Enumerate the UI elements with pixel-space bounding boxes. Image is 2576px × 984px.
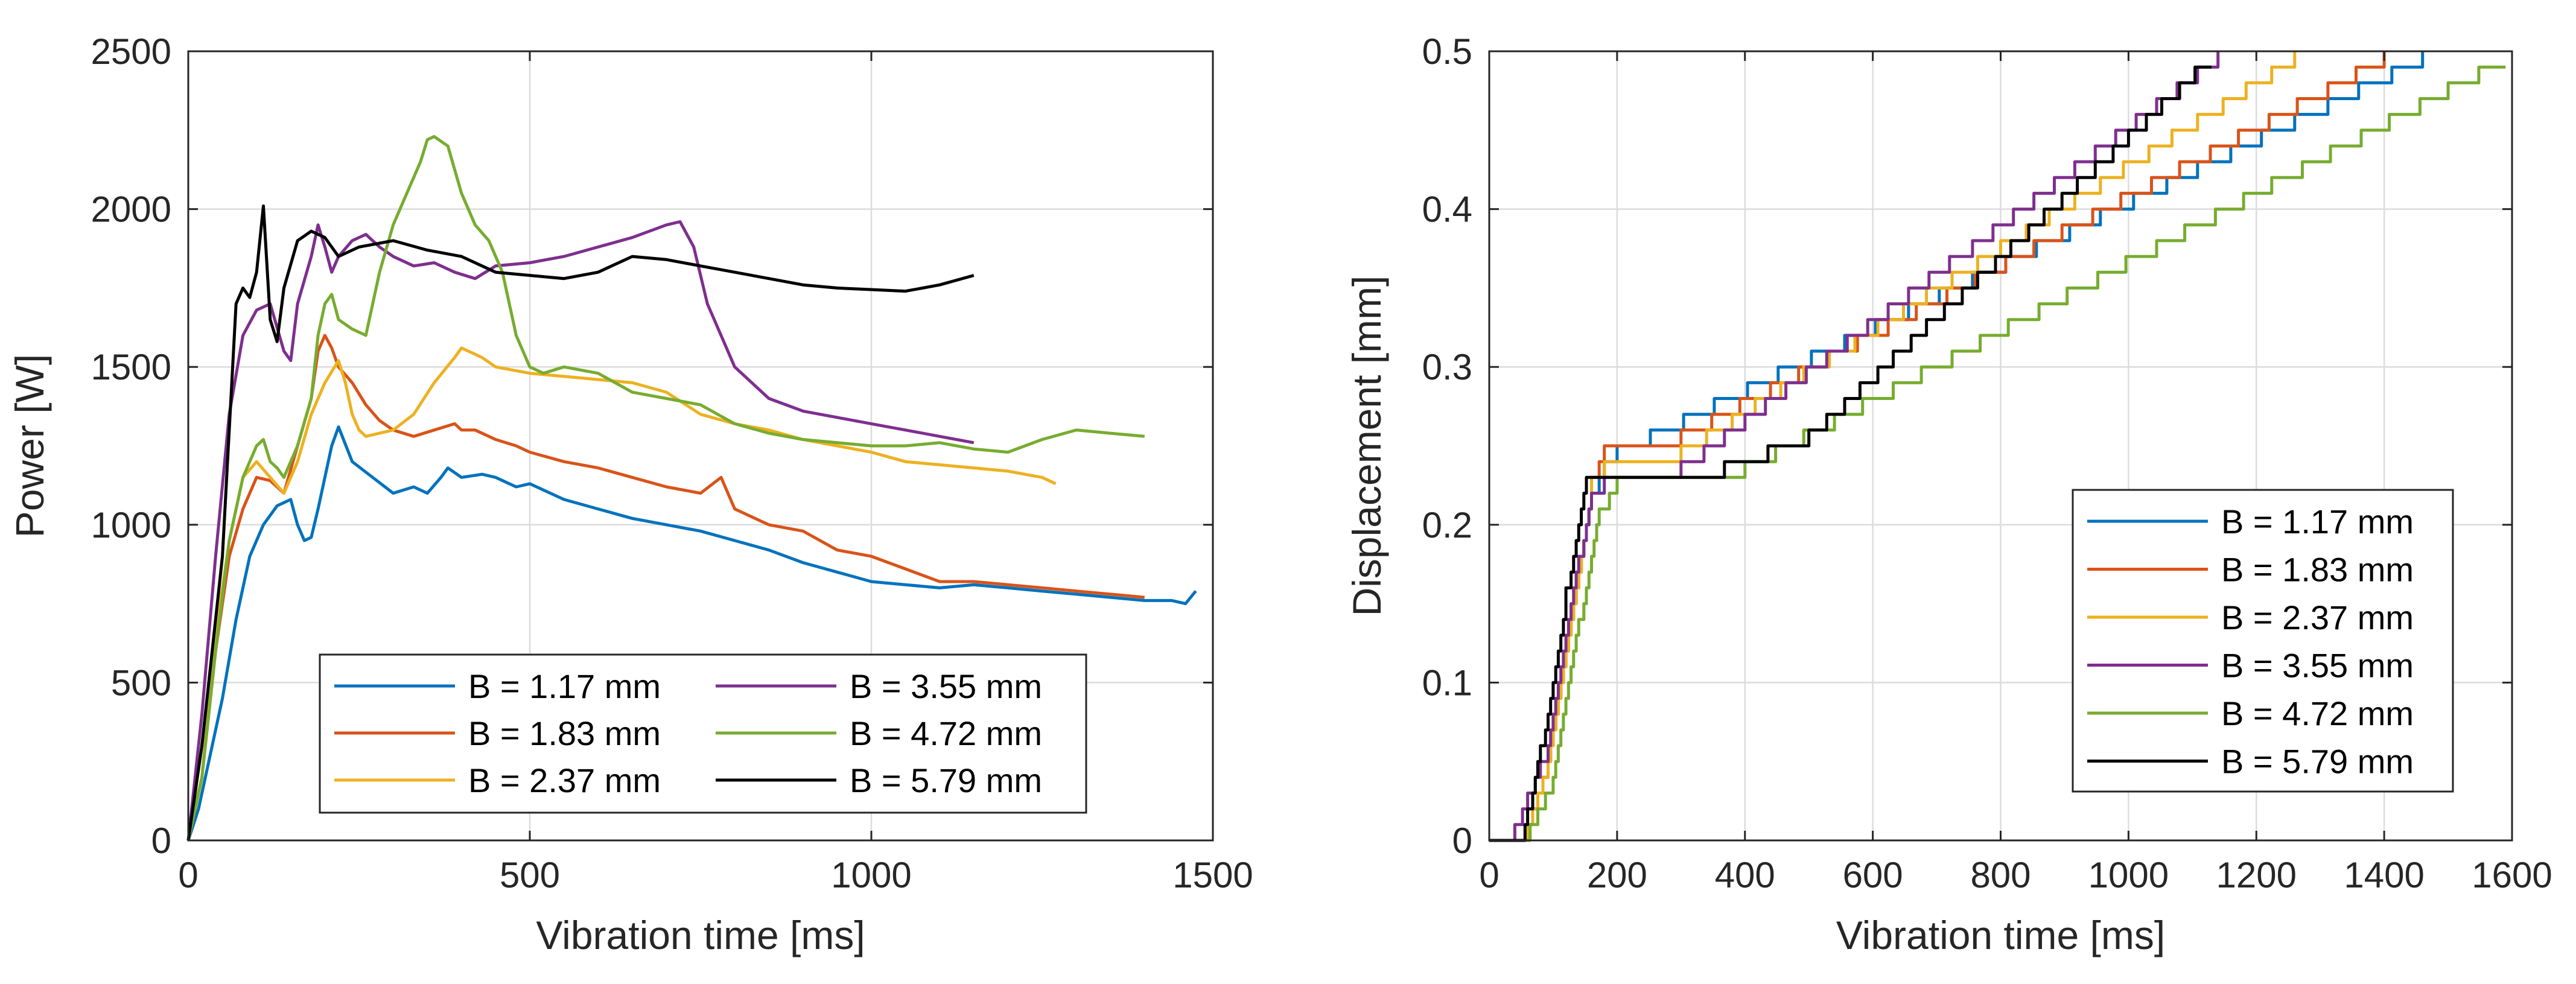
series-line-left-3 (186, 346, 1057, 841)
x-tick-label: 1000 (2088, 855, 2169, 895)
y-tick-label: 0 (1452, 821, 1472, 861)
y-tick-label: 2500 (91, 31, 171, 72)
series-line-right-4 (1489, 51, 2220, 842)
legend-box-right (2072, 489, 2454, 793)
y-tick-label: 2000 (91, 189, 171, 230)
y-tick-label: 1000 (91, 505, 171, 545)
y-tick-label: 0.2 (1422, 505, 1472, 545)
series-line-left-6 (186, 204, 975, 841)
legend-label-left-4: B = 3.55 mm (850, 667, 1042, 705)
x-tick-label: 1500 (1172, 855, 1253, 895)
x-tick-label: 400 (1715, 855, 1775, 895)
chart-left: 0 500 1000 1500 0 500 1000 1500 2000 2500 Vibrati… (7, 31, 1253, 957)
x-tick-label: 500 (500, 855, 560, 895)
legend-label-right-3: B = 2.37 mm (2221, 598, 2414, 636)
series-line-right-5 (1489, 65, 2506, 842)
legend-label-left-2: B = 1.83 mm (468, 714, 661, 752)
x-axis-label-left: Vibration time [ms] (536, 913, 865, 957)
x-tick-label: 1400 (2344, 855, 2424, 895)
legend-label-left-6: B = 5.79 mm (850, 761, 1042, 799)
series-lines-left (186, 135, 1197, 841)
series-lines-right (1489, 51, 2506, 842)
x-tick-label: 0 (178, 855, 198, 895)
legend-left: B = 1.17 mm B = 1.83 mm B = 2.37 mm B = 3.5… (319, 653, 1087, 814)
tick-labels-right: 0 200 400 600 800 1000 1200 1400 1600 0 0.1 0.2 0.3 0… (1422, 31, 2552, 895)
legend-label-right-6: B = 5.79 mm (2221, 743, 2414, 781)
x-axis-label-right: Vibration time [ms] (1836, 913, 2165, 957)
legend-label-right-5: B = 4.72 mm (2221, 694, 2414, 732)
y-tick-label: 0.1 (1422, 662, 1472, 703)
y-tick-label: 0 (151, 821, 171, 861)
series-line-right-6 (1489, 65, 2212, 842)
y-tick-label: 0.4 (1422, 189, 1472, 230)
x-tick-label: 0 (1479, 855, 1499, 895)
y-axis-label-left: Power [W] (7, 354, 52, 538)
legend-label-right-1: B = 1.17 mm (2221, 503, 2414, 541)
series-line-left-5 (186, 135, 1145, 841)
series-line-left-2 (186, 334, 1145, 841)
x-tick-label: 600 (1843, 855, 1903, 895)
legend-right: B = 1.17 mm B = 1.83 mm B = 2.37 mm B = 3.5… (2072, 489, 2454, 793)
y-tick-label: 0.5 (1422, 31, 1472, 72)
legend-label-left-1: B = 1.17 mm (468, 667, 661, 705)
y-tick-label: 0.3 (1422, 347, 1472, 387)
y-axis-label-right: Displacement [mm] (1344, 276, 1389, 617)
legend-label-right-2: B = 1.83 mm (2221, 551, 2414, 589)
legend-label-left-3: B = 2.37 mm (468, 761, 661, 799)
legend-label-right-4: B = 3.55 mm (2221, 647, 2414, 685)
series-line-left-4 (186, 220, 975, 841)
legend-label-left-5: B = 4.72 mm (850, 714, 1042, 752)
y-tick-label: 500 (111, 662, 171, 703)
chart-right: 0 200 400 600 800 1000 1200 1400 1600 0 0.1 0.2 0.3 0… (1344, 31, 2552, 957)
plot-frame-left (187, 50, 1214, 842)
x-tick-label: 1200 (2216, 855, 2297, 895)
x-tick-label: 200 (1587, 855, 1647, 895)
series-line-left-1 (186, 425, 1197, 841)
y-tick-label: 1500 (91, 347, 171, 387)
x-tick-label: 1600 (2472, 855, 2552, 895)
x-tick-label: 1000 (831, 855, 911, 895)
tick-labels-left: 0 500 1000 1500 0 500 1000 1500 2000 2500 (91, 31, 1253, 895)
x-tick-label: 800 (1970, 855, 2031, 895)
